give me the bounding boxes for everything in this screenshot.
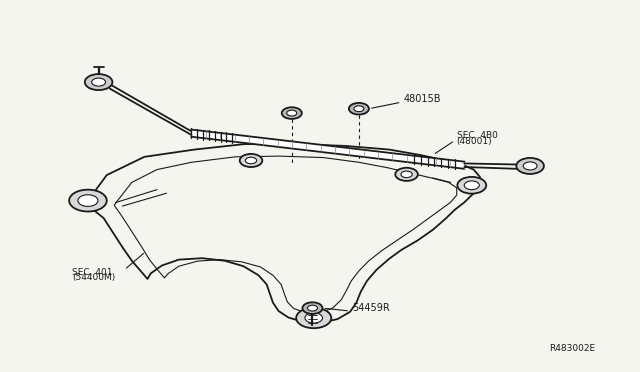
Circle shape	[516, 158, 544, 174]
Circle shape	[458, 177, 486, 194]
Circle shape	[396, 168, 418, 181]
Circle shape	[349, 103, 369, 115]
Circle shape	[303, 302, 323, 314]
Circle shape	[282, 107, 302, 119]
Text: 48015B: 48015B	[403, 94, 441, 104]
Circle shape	[69, 190, 107, 212]
Polygon shape	[191, 129, 464, 169]
Text: 54459R: 54459R	[352, 304, 390, 314]
Circle shape	[401, 171, 412, 177]
Circle shape	[354, 106, 364, 112]
Circle shape	[307, 305, 317, 311]
Text: SEC. 4B0: SEC. 4B0	[457, 131, 498, 140]
Circle shape	[92, 78, 106, 86]
Text: SEC. 401: SEC. 401	[72, 268, 113, 277]
Circle shape	[524, 162, 537, 170]
Text: (48001): (48001)	[457, 137, 492, 146]
Circle shape	[240, 154, 262, 167]
Circle shape	[464, 181, 479, 190]
Circle shape	[78, 195, 98, 206]
Text: (54400M): (54400M)	[72, 273, 115, 282]
Circle shape	[287, 110, 297, 116]
Circle shape	[305, 313, 323, 323]
Text: R483002E: R483002E	[549, 344, 595, 353]
Circle shape	[85, 74, 113, 90]
Circle shape	[296, 308, 332, 328]
Circle shape	[245, 157, 257, 164]
